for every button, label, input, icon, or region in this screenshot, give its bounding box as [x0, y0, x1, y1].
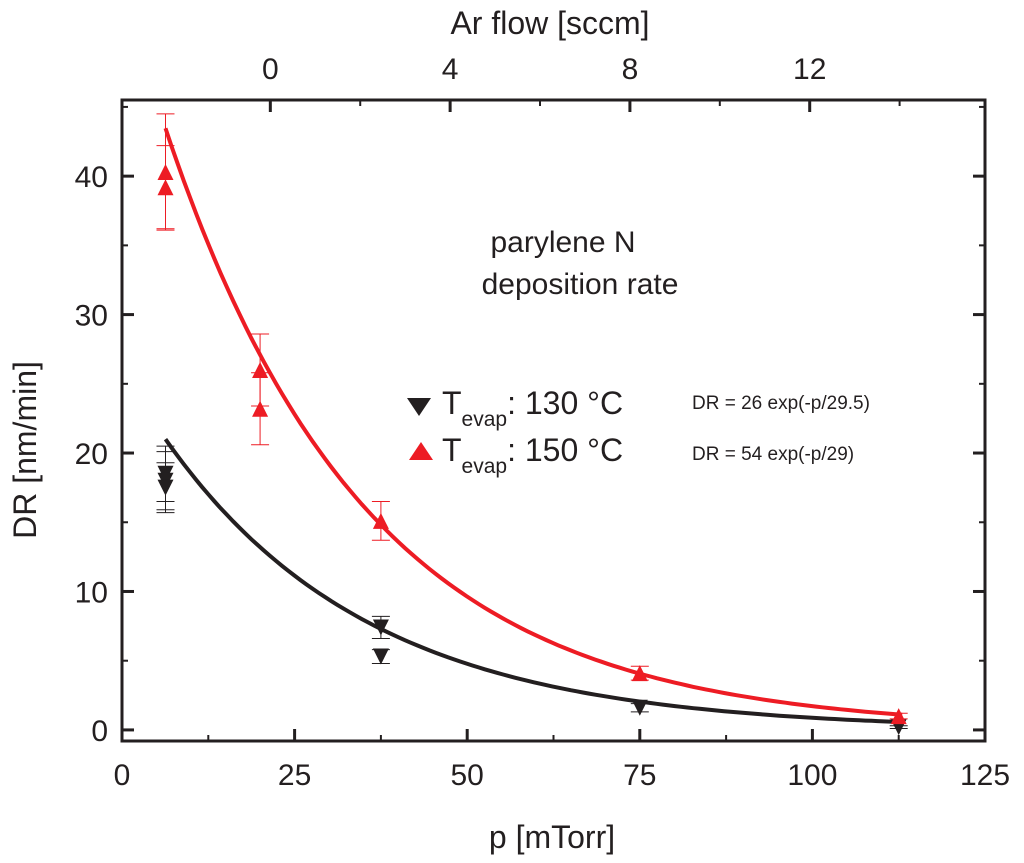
data-point-series-1-3 [252, 400, 269, 417]
y-axis-title: DR [nm/min] [7, 361, 43, 539]
axis-ticks: 0 25 50 75 100 125 0 10 20 30 40 0 4 8 12 [75, 53, 1010, 792]
legend-150-temp: : 150 °C [507, 432, 623, 468]
top-x-tick-label-2: 8 [622, 53, 639, 86]
legend-150-sub: evap [462, 455, 508, 478]
y-tick-label-3: 30 [75, 300, 108, 333]
legend-130-main: T [442, 385, 462, 421]
y-tick-label-4: 40 [75, 161, 108, 194]
legend-fit-130: DR = 26 exp(-p/29.5) [692, 393, 870, 414]
fit-line-series-1 [163, 127, 903, 717]
data-point-series-1-4 [372, 512, 389, 529]
top-x-tick-label-1: 4 [442, 53, 459, 86]
y-tick-label-0: 0 [91, 715, 108, 748]
annotation-line-2: deposition rate [482, 268, 679, 301]
data-point-series-1-2 [252, 361, 269, 378]
legend-130-temp: : 130 °C [507, 385, 623, 421]
y-tick-label-2: 20 [75, 438, 108, 471]
top-x-tick-label-3: 12 [793, 53, 826, 86]
chart-marks [156, 113, 908, 736]
legend: Tevap: 130 °C DR = 26 exp(-p/29.5) Tevap… [407, 385, 870, 478]
legend-150-main: T [442, 432, 462, 468]
legend-entry-130: Tevap: 130 °C [442, 385, 623, 431]
data-point-series-0-5 [631, 699, 648, 716]
x-tick-label-3: 75 [623, 759, 656, 792]
legend-entry-150: Tevap: 150 °C [442, 432, 623, 478]
x-tick-label-5: 125 [960, 759, 1010, 792]
data-point-series-0-2 [157, 479, 174, 496]
x-tick-label-0: 0 [114, 759, 131, 792]
data-point-series-1-5 [631, 665, 648, 682]
legend-fit-150: DR = 54 exp(-p/29) [692, 444, 854, 465]
legend-marker-130 [407, 398, 431, 416]
legend-130-sub: evap [462, 408, 508, 431]
annotation: parylene N deposition rate [482, 226, 679, 301]
data-point-series-0-4 [372, 648, 389, 665]
data-point-series-1-1 [157, 179, 174, 196]
x-tick-label-4: 100 [787, 759, 837, 792]
x-tick-label-2: 50 [451, 759, 484, 792]
x-axis-title: p [mTorr] [489, 819, 615, 855]
legend-marker-150 [409, 442, 433, 460]
fit-line-series-0 [163, 438, 903, 725]
x-tick-label-1: 25 [278, 759, 311, 792]
data-point-series-0-3 [372, 619, 389, 636]
data-point-series-1-6 [890, 708, 907, 725]
top-x-tick-label-0: 0 [262, 53, 279, 86]
annotation-line-1: parylene N [490, 226, 635, 259]
top-axis-title: Ar flow [sccm] [450, 5, 649, 41]
y-tick-label-1: 10 [75, 576, 108, 609]
